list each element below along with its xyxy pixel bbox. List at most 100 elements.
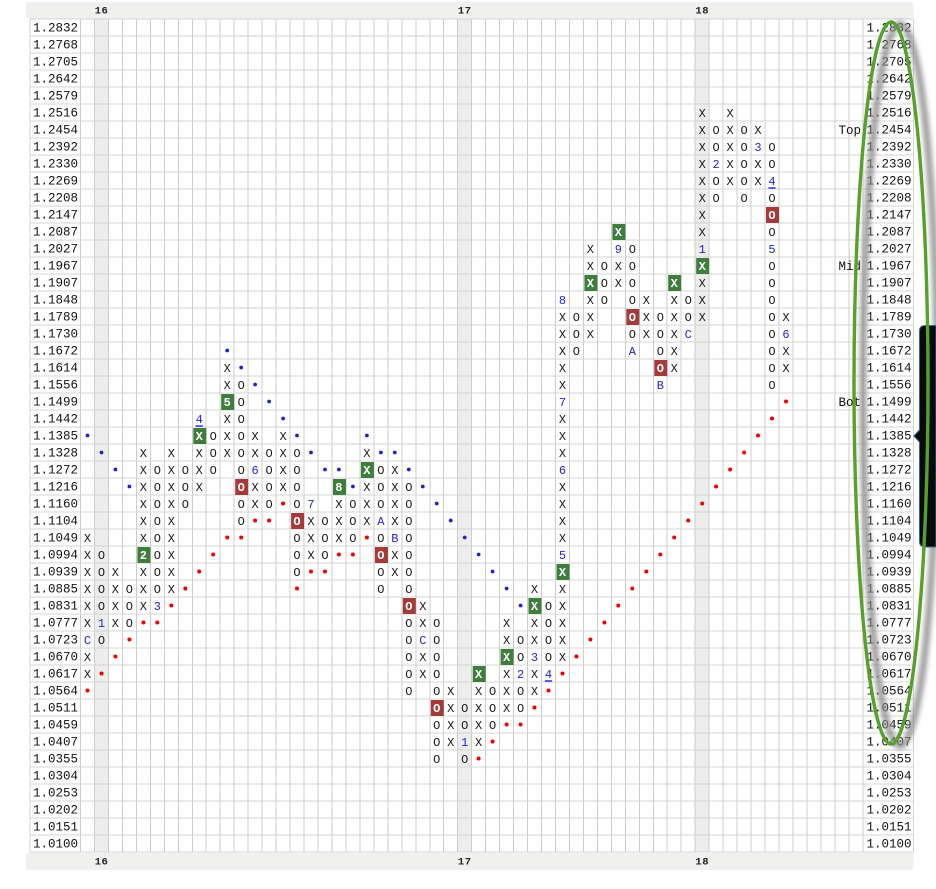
- svg-text:C: C: [419, 634, 426, 648]
- svg-text:8: 8: [559, 294, 566, 308]
- svg-text:X: X: [643, 294, 650, 308]
- svg-text:X: X: [168, 447, 175, 461]
- svg-text:O: O: [768, 192, 775, 206]
- svg-text:X: X: [699, 107, 706, 121]
- svg-text:1.1789: 1.1789: [867, 311, 912, 325]
- svg-text:X: X: [168, 515, 175, 529]
- svg-text:A: A: [377, 515, 385, 529]
- svg-text:X: X: [168, 532, 175, 546]
- svg-text:X: X: [84, 566, 91, 580]
- svg-text:X: X: [196, 447, 203, 461]
- svg-text:X: X: [475, 702, 482, 716]
- svg-text:O: O: [573, 345, 580, 359]
- svg-text:X: X: [140, 583, 147, 597]
- svg-text:O: O: [433, 617, 440, 631]
- svg-text:1.2330: 1.2330: [867, 158, 912, 172]
- svg-text:1.2147: 1.2147: [867, 209, 912, 223]
- svg-text:O: O: [629, 277, 636, 291]
- svg-text:O: O: [657, 345, 664, 359]
- svg-text:Top: Top: [838, 124, 861, 138]
- svg-text:X: X: [447, 736, 454, 750]
- svg-text:X: X: [754, 175, 761, 189]
- svg-text:X: X: [559, 617, 566, 631]
- svg-text:X: X: [475, 685, 482, 699]
- svg-text:X: X: [559, 634, 566, 648]
- svg-text:1.1848: 1.1848: [867, 294, 912, 308]
- svg-text:X: X: [531, 617, 538, 631]
- svg-text:O: O: [712, 175, 719, 189]
- svg-text:1.1907: 1.1907: [33, 277, 78, 291]
- svg-text:O: O: [433, 668, 440, 682]
- svg-text:X: X: [559, 566, 567, 580]
- svg-text:1.1216: 1.1216: [867, 481, 912, 495]
- svg-text:1.0151: 1.0151: [867, 821, 912, 835]
- svg-text:9: 9: [615, 243, 622, 257]
- svg-text:X: X: [140, 447, 147, 461]
- svg-text:X: X: [84, 617, 91, 631]
- svg-text:O: O: [293, 515, 300, 529]
- svg-text:1.1104: 1.1104: [867, 515, 912, 529]
- svg-text:O: O: [657, 362, 664, 376]
- svg-text:X: X: [726, 124, 733, 138]
- svg-text:X: X: [671, 345, 678, 359]
- svg-text:16: 16: [95, 857, 109, 869]
- svg-text:X: X: [251, 447, 258, 461]
- svg-text:O: O: [154, 532, 161, 546]
- svg-text:O: O: [238, 396, 245, 410]
- svg-text:1.0202: 1.0202: [33, 804, 78, 818]
- svg-text:O: O: [238, 430, 245, 444]
- svg-text:O: O: [712, 141, 719, 155]
- svg-text:X: X: [699, 192, 706, 206]
- svg-text:O: O: [265, 464, 272, 478]
- svg-text:X: X: [196, 464, 203, 478]
- svg-text:X: X: [224, 362, 231, 376]
- svg-text:O: O: [349, 532, 356, 546]
- svg-text:1.0670: 1.0670: [33, 651, 78, 665]
- svg-text:1.2392: 1.2392: [867, 141, 912, 155]
- svg-text:3: 3: [531, 651, 538, 665]
- svg-text:O: O: [321, 549, 328, 563]
- svg-text:1.2516: 1.2516: [33, 107, 78, 121]
- svg-text:O: O: [377, 583, 384, 597]
- svg-text:X: X: [419, 651, 426, 665]
- svg-text:X: X: [671, 362, 678, 376]
- svg-text:X: X: [699, 175, 706, 189]
- svg-text:1.2027: 1.2027: [867, 243, 912, 257]
- svg-text:1.0100: 1.0100: [867, 838, 912, 852]
- svg-text:6: 6: [559, 464, 566, 478]
- svg-text:X: X: [643, 328, 650, 342]
- svg-text:1.1216: 1.1216: [33, 481, 78, 495]
- svg-text:X: X: [587, 243, 594, 257]
- svg-text:X: X: [419, 668, 426, 682]
- svg-text:1.2208: 1.2208: [867, 192, 912, 206]
- svg-text:X: X: [168, 481, 175, 495]
- svg-text:O: O: [265, 447, 272, 461]
- svg-text:O: O: [601, 260, 608, 274]
- svg-text:O: O: [377, 566, 384, 580]
- svg-text:1: 1: [461, 736, 468, 750]
- svg-text:1.1499: 1.1499: [867, 396, 912, 410]
- svg-text:O: O: [405, 685, 412, 699]
- svg-text:B: B: [391, 532, 398, 546]
- svg-text:1.1160: 1.1160: [33, 498, 78, 512]
- svg-text:X: X: [699, 226, 706, 240]
- svg-text:O: O: [545, 600, 552, 614]
- svg-text:X: X: [140, 600, 147, 614]
- svg-text:O: O: [433, 736, 440, 750]
- svg-text:1: 1: [699, 243, 706, 257]
- svg-text:O: O: [238, 464, 245, 478]
- svg-text:O: O: [405, 634, 412, 648]
- svg-text:O: O: [629, 328, 636, 342]
- svg-text:1.0511: 1.0511: [867, 702, 912, 716]
- svg-text:X: X: [699, 124, 706, 138]
- svg-text:X: X: [559, 583, 566, 597]
- svg-text:O: O: [377, 464, 384, 478]
- svg-text:1.0100: 1.0100: [33, 838, 78, 852]
- svg-text:1.2642: 1.2642: [33, 73, 78, 87]
- svg-text:6: 6: [251, 464, 258, 478]
- svg-text:X: X: [335, 498, 342, 512]
- svg-text:O: O: [768, 294, 775, 308]
- svg-text:O: O: [629, 260, 636, 274]
- svg-text:3: 3: [154, 600, 161, 614]
- svg-text:X: X: [363, 481, 370, 495]
